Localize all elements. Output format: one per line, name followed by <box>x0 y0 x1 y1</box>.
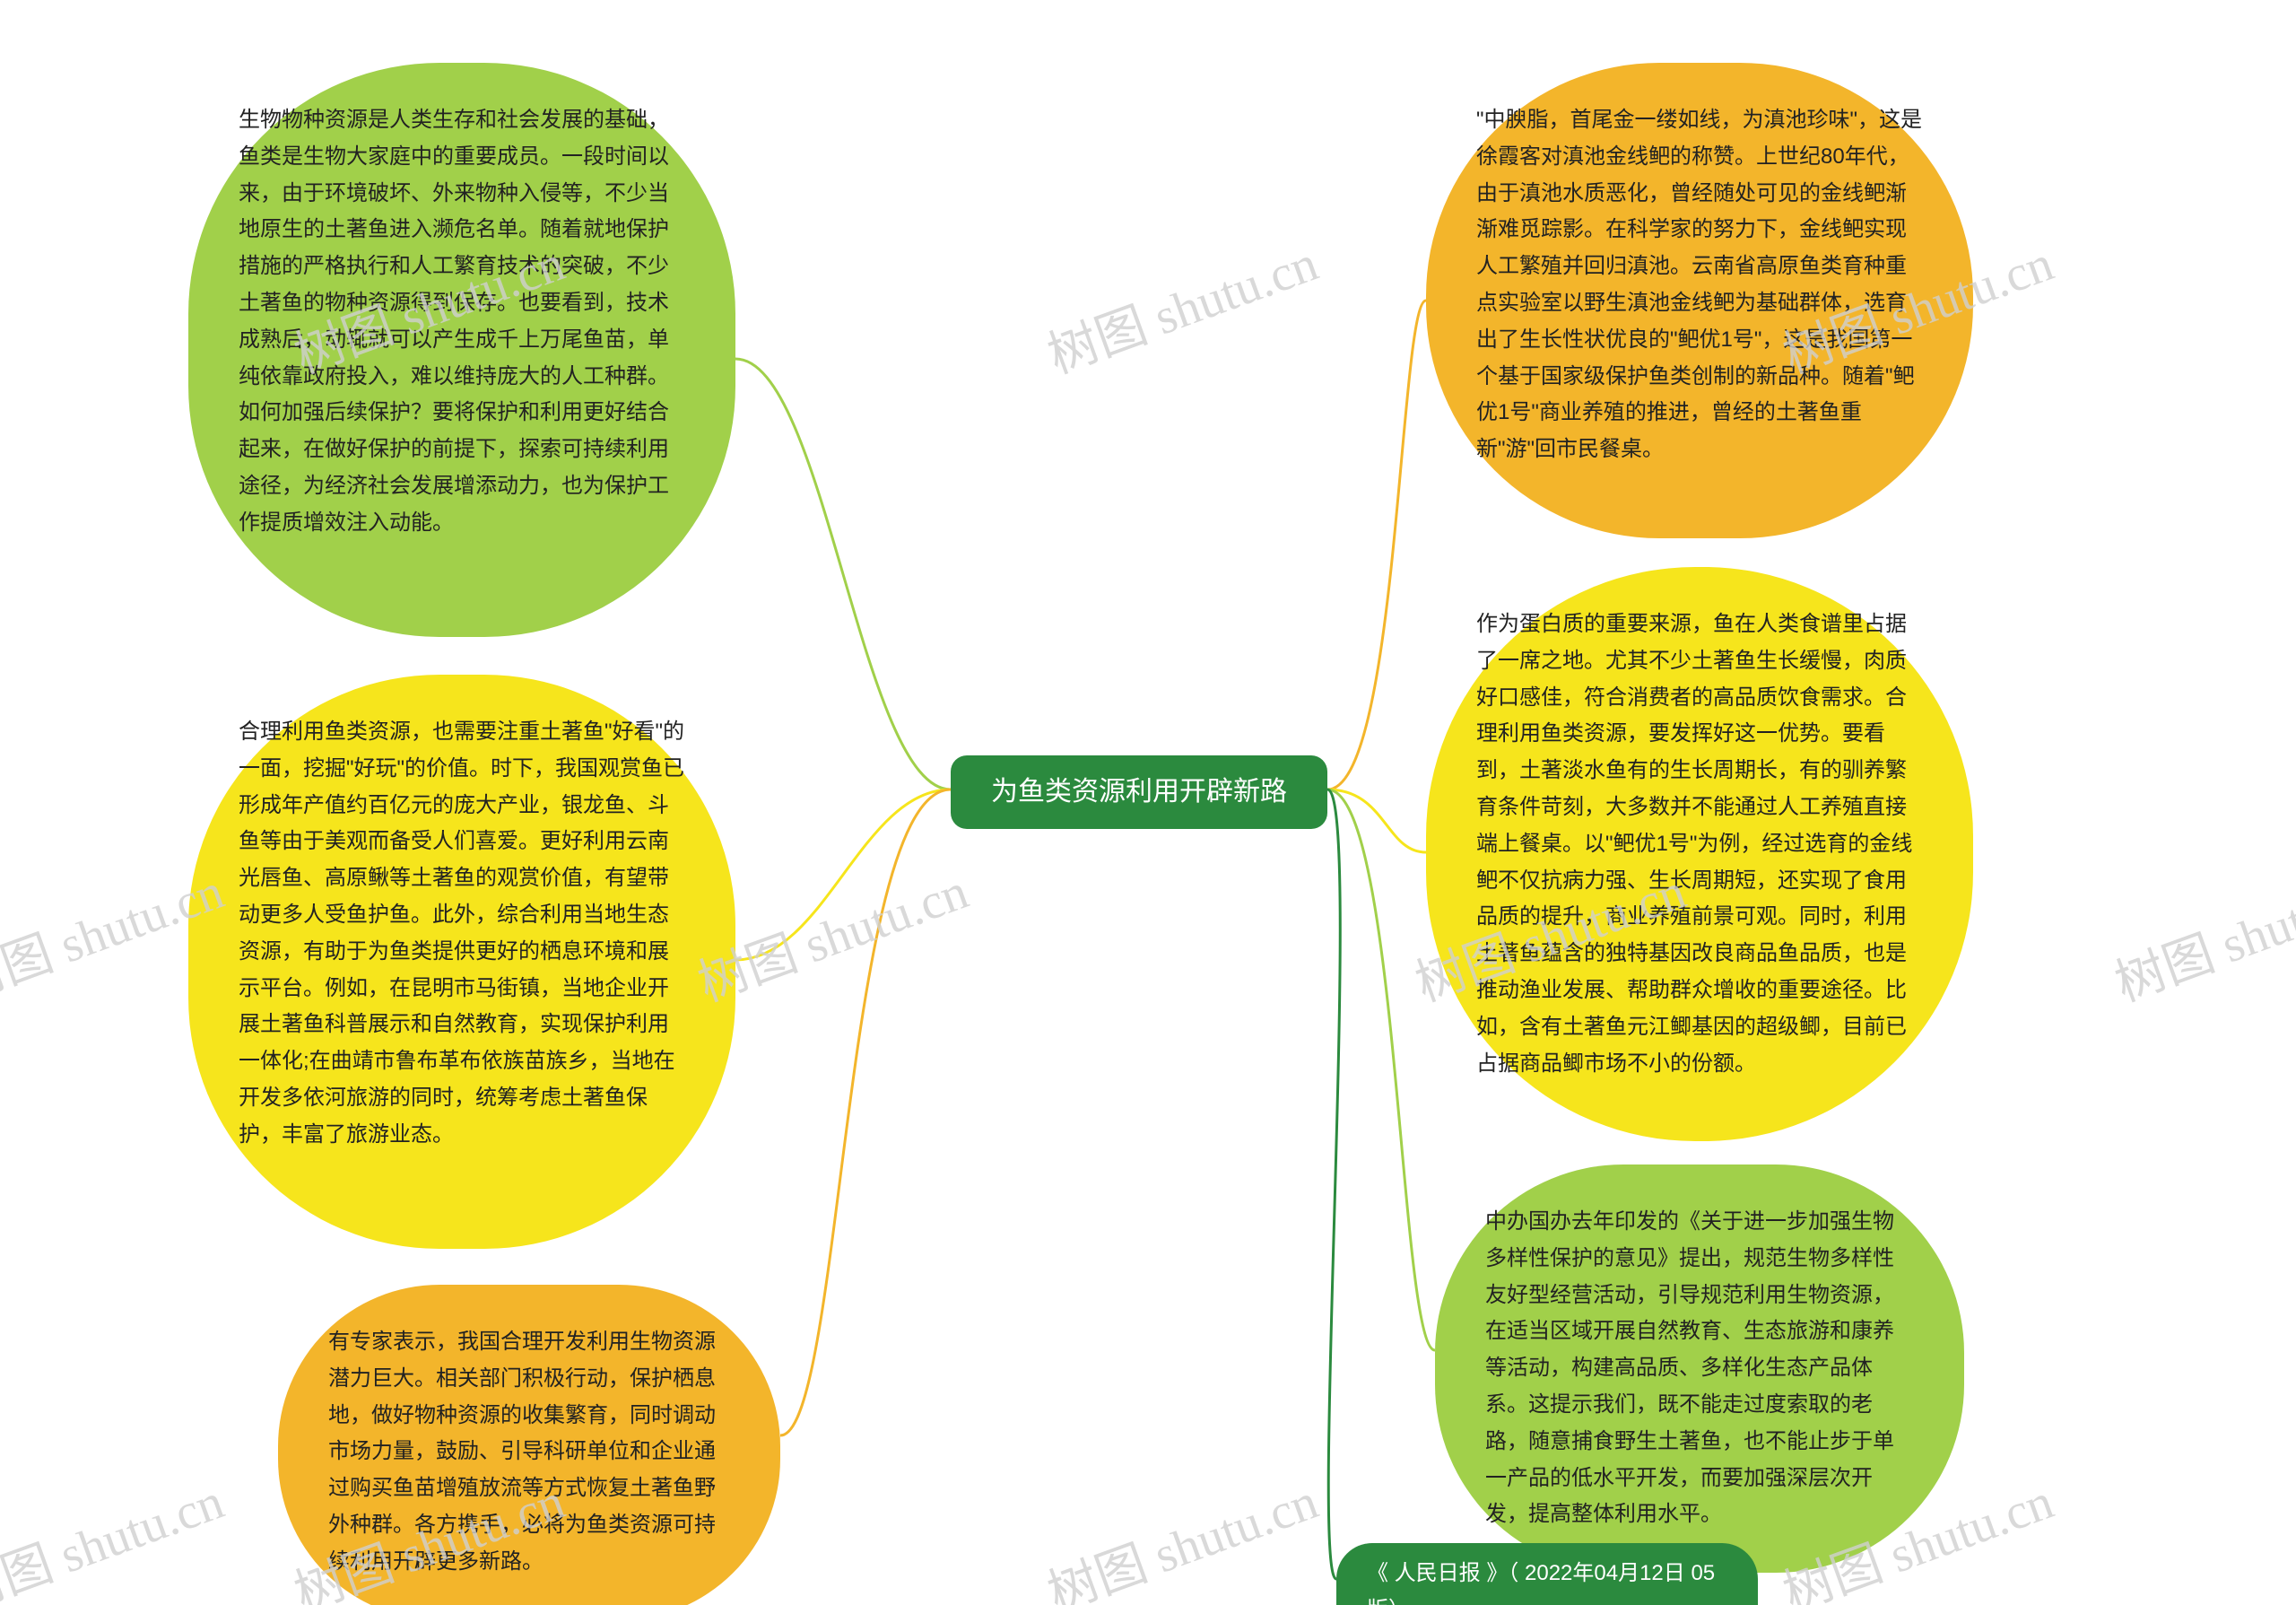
watermark: 树图 shutu.cn <box>1037 1461 1326 1605</box>
center-topic[interactable]: 为鱼类资源利用开辟新路 <box>951 755 1327 829</box>
connector <box>735 359 951 789</box>
node-l3-text: 有专家表示，我国合理开发利用生物资源潜力巨大。相关部门积极行动，保护栖息地，做好… <box>328 1330 716 1574</box>
node-r4-text: 《 人民日报 》（ 2022年04月12日 05 版） <box>1367 1561 1715 1605</box>
watermark: 树图 shutu.cn <box>2104 851 2296 1016</box>
node-l1[interactable]: 生物物种资源是人类生存和社会发展的基础，鱼类是生物大家庭中的重要成员。一段时间以… <box>188 63 735 637</box>
connector <box>1327 789 1340 1579</box>
node-l2-text: 合理利用鱼类资源，也需要注重土著鱼"好看"的一面，挖掘"好玩"的价值。时下，我国… <box>239 720 684 1147</box>
node-r2-text: 作为蛋白质的重要来源，鱼在人类食谱里占据了一席之地。尤其不少土著鱼生长缓慢，肉质… <box>1476 612 1912 1076</box>
node-r1[interactable]: "中腴脂，首尾金一缕如线，为滇池珍味"，这是徐霞客对滇池金线鲃的称赞。上世纪80… <box>1426 63 1973 538</box>
node-r3[interactable]: 中办国办去年印发的《关于进一步加强生物多样性保护的意见》提出，规范生物多样性友好… <box>1435 1164 1964 1573</box>
node-r2[interactable]: 作为蛋白质的重要来源，鱼在人类食谱里占据了一席之地。尤其不少土著鱼生长缓慢，肉质… <box>1426 567 1973 1141</box>
node-r3-text: 中办国办去年印发的《关于进一步加强生物多样性保护的意见》提出，规范生物多样性友好… <box>1485 1209 1894 1526</box>
center-topic-label: 为鱼类资源利用开辟新路 <box>991 777 1287 807</box>
connector <box>780 789 951 1435</box>
node-r1-text: "中腴脂，首尾金一缕如线，为滇池珍味"，这是徐霞客对滇池金线鲃的称赞。上世纪80… <box>1476 108 1922 461</box>
connector <box>1327 789 1426 852</box>
watermark: 树图 shutu.cn <box>0 1461 232 1605</box>
connector <box>735 789 951 960</box>
node-l3[interactable]: 有专家表示，我国合理开发利用生物资源潜力巨大。相关部门积极行动，保护栖息地，做好… <box>278 1285 780 1605</box>
watermark: 树图 shutu.cn <box>1037 223 1326 388</box>
node-l1-text: 生物物种资源是人类生存和社会发展的基础，鱼类是生物大家庭中的重要成员。一段时间以… <box>239 108 669 535</box>
node-l2[interactable]: 合理利用鱼类资源，也需要注重土著鱼"好看"的一面，挖掘"好玩"的价值。时下，我国… <box>188 675 735 1249</box>
mindmap-canvas: 为鱼类资源利用开辟新路 生物物种资源是人类生存和社会发展的基础，鱼类是生物大家庭… <box>0 0 2296 1605</box>
connector <box>1327 789 1435 1350</box>
node-r4[interactable]: 《 人民日报 》（ 2022年04月12日 05 版） <box>1336 1543 1758 1605</box>
connector <box>1327 301 1426 789</box>
